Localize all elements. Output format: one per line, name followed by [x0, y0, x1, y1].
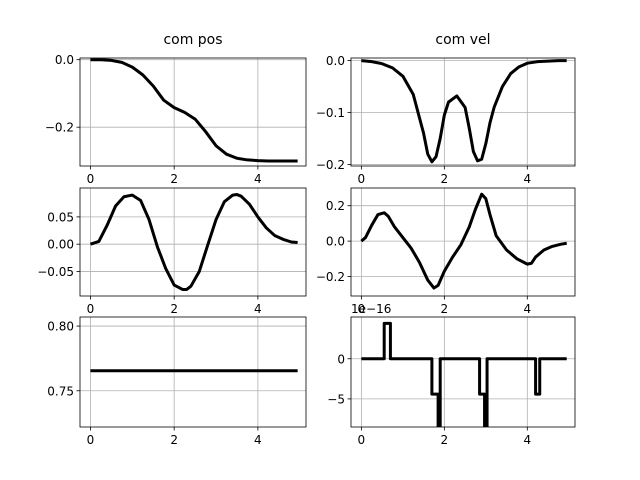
y-tick-label: 0.80	[47, 320, 74, 334]
series-line	[89, 193, 298, 291]
x-tick-label: 0	[87, 302, 95, 316]
x-tick-label: 0	[358, 302, 366, 316]
y-tick-label: 0.2	[326, 199, 345, 213]
axis-offset-label: 1e−16	[351, 302, 391, 316]
x-tick-label: 2	[170, 433, 178, 447]
x-tick-label: 2	[170, 302, 178, 316]
series-line	[361, 321, 567, 427]
x-tick-label: 0	[87, 172, 95, 186]
axes-frame	[350, 57, 576, 167]
y-tick-label: −0.2	[316, 158, 345, 172]
subplot-title: com vel	[435, 32, 490, 48]
subplot-2: 0 2 4 0.0 −0.1 −0.2 com vel	[316, 32, 576, 186]
series-line	[361, 59, 567, 164]
y-tick-label: 0	[337, 352, 345, 366]
y-tick-label: −0.1	[316, 106, 345, 120]
x-tick-label: 0	[358, 433, 366, 447]
subplot-title: com pos	[163, 32, 222, 48]
y-tick-label: 0.0	[55, 53, 74, 67]
subplot-5: 0 2 4 0.80 0.75	[47, 316, 307, 447]
y-tick-label: 0.0	[326, 235, 345, 249]
axes-frame	[350, 187, 576, 297]
x-tick-label: 2	[170, 172, 178, 186]
x-tick-label: 4	[254, 302, 262, 316]
subplot-3: 0 2 4 0.05 0.00 −0.05	[37, 187, 307, 316]
x-tick-label: 4	[254, 433, 262, 447]
axes-frame	[79, 187, 307, 297]
y-tick-label: −0.2	[316, 270, 345, 284]
subplot-1: 0 2 4 0.0 −0.2 com pos	[45, 32, 307, 186]
x-tick-label: 2	[441, 433, 449, 447]
x-tick-label: 4	[523, 302, 531, 316]
y-tick-label: 0.00	[47, 238, 74, 252]
series-line	[90, 58, 298, 163]
subplot-6: 0 2 4 0 −5 1e−16	[327, 302, 576, 447]
axes-frame	[79, 316, 307, 428]
x-tick-label: 2	[441, 172, 449, 186]
subplot-4: 0 2 4 0.2 0.0 −0.2	[316, 187, 576, 316]
x-tick-label: 2	[441, 302, 449, 316]
y-tick-label: 0.05	[47, 210, 74, 224]
y-tick-label: −5	[327, 392, 345, 406]
x-tick-label: 0	[87, 433, 95, 447]
x-tick-label: 4	[523, 172, 531, 186]
axes-frame	[350, 316, 576, 428]
y-tick-label: −0.05	[37, 265, 74, 279]
x-tick-label: 4	[523, 433, 531, 447]
y-tick-label: 0.75	[47, 384, 74, 398]
x-tick-label: 0	[358, 172, 366, 186]
y-tick-label: 0.0	[326, 54, 345, 68]
series-line	[360, 192, 567, 290]
x-tick-label: 4	[254, 172, 262, 186]
y-tick-label: −0.2	[45, 121, 74, 135]
axes-frame	[79, 57, 307, 167]
